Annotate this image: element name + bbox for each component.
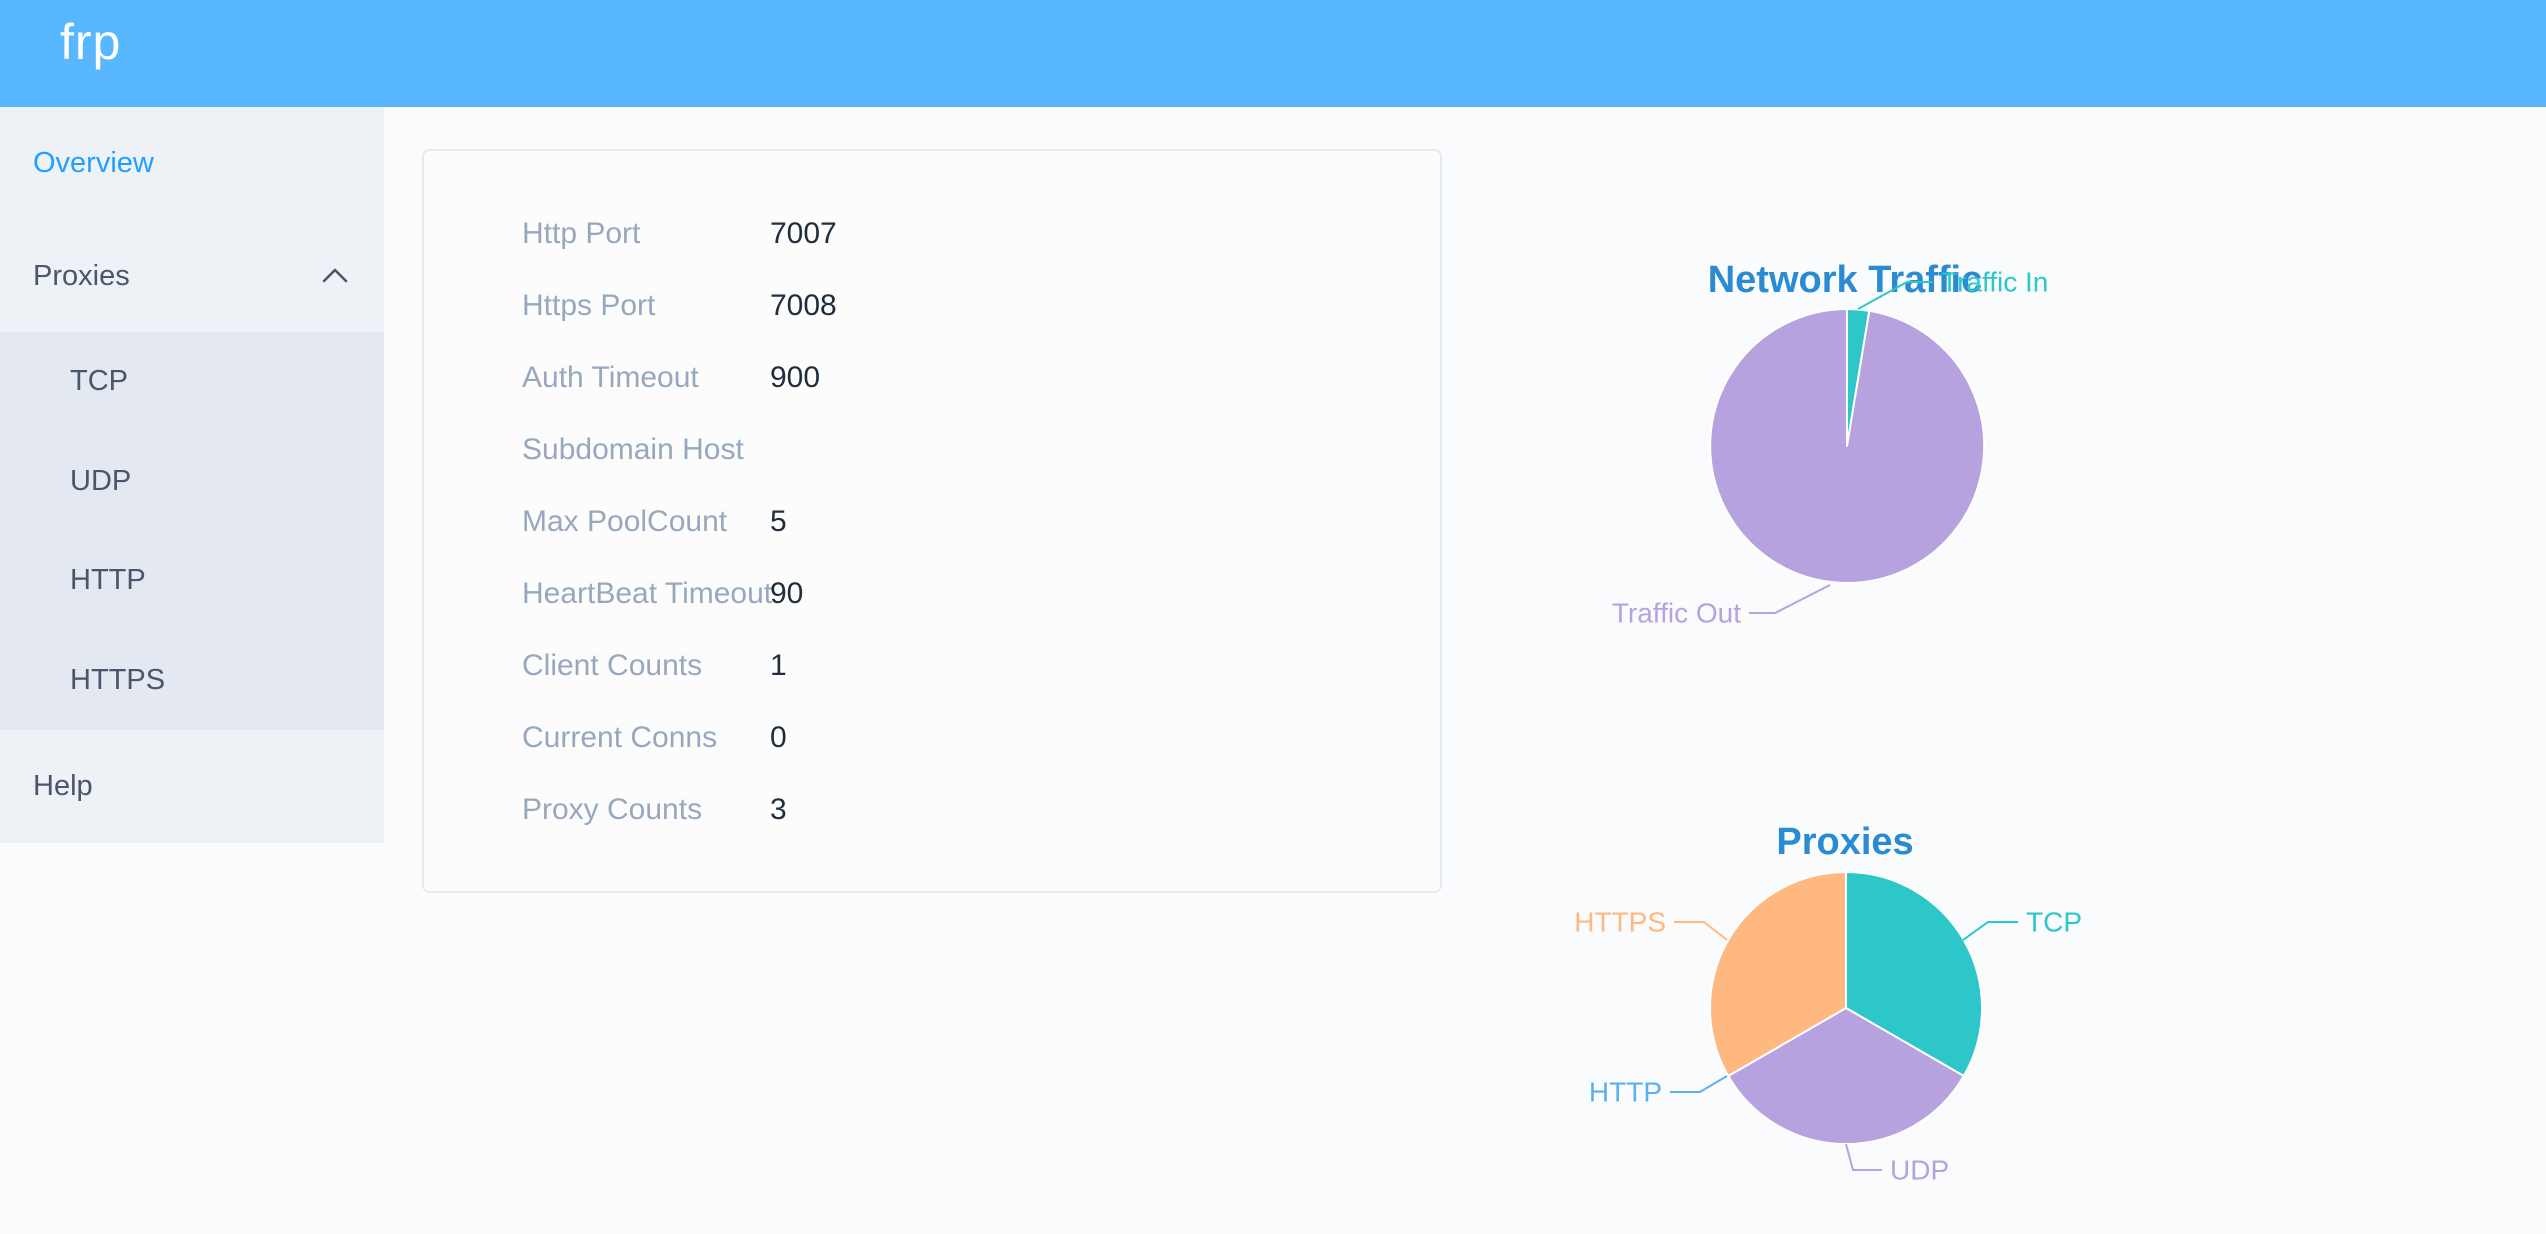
app-header: frp (0, 0, 2546, 107)
info-row: Https Port 7008 (424, 270, 1440, 342)
info-label: Proxy Counts (522, 793, 703, 826)
pie-label-traffic-in: Traffic In (1941, 267, 2048, 298)
pie-label-line-traffic-out (1749, 584, 1831, 614)
sidebar: Overview Proxies TCP UDP HTTP HTTPS Help (0, 107, 384, 843)
pie-slice-https[interactable] (1709, 871, 1847, 1077)
info-label: Auth Timeout (522, 361, 699, 394)
info-value: 5 (770, 505, 787, 538)
sidebar-item-http[interactable]: HTTP (0, 531, 384, 631)
sidebar-item-proxies[interactable]: Proxies (0, 220, 384, 332)
pie-charts-canvas: Traffic In Traffic Out TCP UDP HTTP HTTPS (1574, 267, 2082, 1186)
info-row: Subdomain Host (424, 414, 1440, 486)
sidebar-item-https[interactable]: HTTPS (0, 631, 384, 731)
sidebar-item-label: Proxies (33, 259, 130, 292)
network-traffic-chart-title: Network Traffic (1707, 259, 1983, 301)
sidebar-item-overview[interactable]: Overview (0, 107, 384, 220)
pie-label-http: HTTP (1589, 1077, 1662, 1108)
info-label: Https Port (522, 289, 656, 322)
pie-label-line-https (1674, 921, 1728, 941)
info-row: Http Port 7007 (424, 198, 1440, 270)
network-traffic-pie: Traffic In Traffic Out (1612, 267, 2049, 629)
info-value: 1 (770, 649, 787, 682)
sidebar-item-label: Help (33, 770, 93, 802)
chevron-up-icon (322, 268, 348, 283)
info-row: Max PoolCount 5 (424, 486, 1440, 558)
sidebar-item-help[interactable]: Help (0, 730, 384, 843)
sidebar-item-tcp[interactable]: TCP (0, 332, 384, 432)
sidebar-item-label: TCP (70, 365, 128, 398)
pie-slice-traffic-out[interactable] (1709, 308, 1986, 584)
server-info-card: Http Port 7007 Https Port 7008 Auth Timeout 9… (422, 149, 1442, 893)
info-label: Http Port (522, 217, 641, 250)
pie-label-udp: UDP (1890, 1155, 1949, 1186)
proxies-pie: TCP UDP HTTP HTTPS (1574, 871, 2082, 1186)
info-value: 90 (770, 577, 804, 610)
pie-label-https: HTTPS (1574, 907, 1666, 938)
info-label: Max PoolCount (522, 505, 728, 538)
info-value: 900 (770, 361, 821, 394)
sidebar-item-label: Overview (33, 147, 154, 179)
info-label: HeartBeat Timeout (522, 577, 773, 610)
sidebar-item-label: HTTP (70, 564, 146, 597)
app-logo: frp (60, 14, 122, 70)
sidebar-item-label: UDP (70, 464, 132, 497)
info-row: HeartBeat Timeout 90 (424, 558, 1440, 630)
info-label: Subdomain Host (522, 433, 744, 466)
pie-label-line-http (1670, 1075, 1728, 1093)
info-value: 7007 (770, 217, 837, 250)
info-value: 0 (770, 721, 787, 754)
proxies-chart-title: Proxies (1776, 821, 1914, 863)
info-value: 3 (770, 793, 787, 826)
info-label: Client Counts (522, 649, 703, 682)
pie-label-line-udp (1845, 1143, 1882, 1171)
pie-label-line-traffic-in (1857, 281, 1933, 310)
sidebar-submenu-proxies: TCP UDP HTTP HTTPS (0, 332, 384, 730)
info-row: Auth Timeout 900 (424, 342, 1440, 414)
sidebar-item-label: HTTPS (70, 663, 166, 696)
pie-label-tcp: TCP (2026, 907, 2082, 938)
info-row: Client Counts 1 (424, 630, 1440, 702)
charts-panel: Network Traffic today Proxies now Traffi… (1445, 107, 2245, 1234)
sidebar-item-udp[interactable]: UDP (0, 432, 384, 532)
pie-label-line-tcp (1962, 921, 2018, 941)
pie-label-traffic-out: Traffic Out (1612, 598, 1741, 629)
info-value: 7008 (770, 289, 837, 322)
info-row: Current Conns 0 (424, 702, 1440, 774)
info-row: Proxy Counts 3 (424, 774, 1440, 846)
server-info-rows: Http Port 7007 Https Port 7008 Auth Timeout 9… (424, 198, 1440, 846)
info-label: Current Conns (522, 721, 718, 754)
